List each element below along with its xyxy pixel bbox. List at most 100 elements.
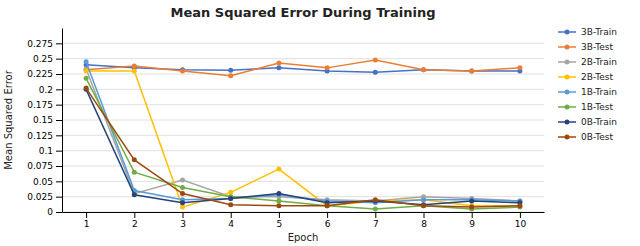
legend-marker	[565, 75, 570, 80]
y-tick-mark	[56, 151, 62, 152]
x-axis-title: Epoch	[288, 232, 319, 243]
y-tick-mark	[56, 166, 62, 167]
y-tick-label: 0.075	[27, 161, 53, 171]
legend-label: 3B-Test	[581, 42, 614, 52]
x-tick-label: 3	[180, 219, 186, 229]
x-tick: 8	[421, 212, 427, 229]
series-point	[276, 60, 281, 65]
grid-line	[62, 150, 544, 151]
series	[84, 62, 523, 74]
series-point	[421, 197, 426, 202]
series-point	[84, 76, 89, 81]
series-line	[86, 88, 520, 207]
x-tick: 6	[325, 212, 331, 229]
series-line	[86, 71, 520, 207]
grid-line	[62, 74, 544, 75]
y-tick-label: 0.275	[27, 39, 53, 49]
x-tick-label: 5	[277, 219, 283, 229]
series-point	[373, 197, 378, 202]
y-tick: 0.25	[33, 54, 62, 64]
y-tick: 0.125	[27, 131, 62, 141]
y-tick-mark	[56, 89, 62, 90]
x-tick: 9	[469, 212, 475, 229]
x-tick-mark	[279, 212, 280, 218]
series-point	[228, 196, 233, 201]
y-tick-label: 0.05	[33, 177, 53, 187]
x-tick-mark	[472, 212, 473, 218]
legend-item: 2B-Train	[558, 57, 617, 67]
x-tick-mark	[86, 212, 87, 218]
series	[84, 59, 523, 205]
series-point	[373, 57, 378, 62]
series-point	[469, 198, 474, 203]
grid-line	[62, 135, 544, 136]
x-tick-label: 9	[469, 219, 475, 229]
grid-line	[62, 120, 544, 121]
x-tick: 1	[84, 212, 90, 229]
series-point	[180, 205, 185, 210]
y-axis: 00.0250.050.0750.10.1250.150.1750.20.225…	[27, 29, 62, 218]
series-point	[132, 68, 137, 73]
legend-item: 0B-Train	[558, 117, 617, 127]
legend-marker	[565, 60, 570, 65]
y-tick-label: 0.225	[27, 69, 53, 79]
series-group	[84, 57, 523, 211]
legend-marker	[565, 30, 570, 35]
grid-line	[62, 89, 544, 90]
y-tick-mark	[56, 43, 62, 44]
series-point	[84, 68, 89, 73]
series-point	[373, 206, 378, 211]
legend-marker	[565, 135, 570, 140]
legend-marker	[565, 120, 570, 125]
y-tick-mark	[56, 120, 62, 121]
x-tick: 7	[373, 212, 379, 229]
series-point	[517, 65, 522, 70]
series-point	[421, 67, 426, 72]
x-tick-label: 7	[373, 219, 379, 229]
grid-line	[62, 58, 544, 59]
x-tick: 10	[515, 212, 527, 229]
series-line	[86, 78, 520, 209]
y-tick: 0.275	[27, 39, 62, 49]
series-point	[276, 191, 281, 196]
y-tick: 0.075	[27, 161, 62, 171]
y-tick-mark	[56, 135, 62, 136]
legend-label: 0B-Train	[581, 117, 617, 127]
x-tick-mark	[231, 212, 232, 218]
series-point	[517, 203, 522, 208]
series-point	[132, 192, 137, 197]
y-axis-title: Mean Squared Error	[3, 69, 14, 169]
series-point	[421, 197, 426, 202]
series-point	[180, 191, 185, 196]
y-tick-mark	[56, 74, 62, 75]
grid-line	[62, 43, 544, 44]
x-tick-label: 10	[515, 219, 527, 229]
plot-area: 1234567891000.0250.050.0750.10.1250.150.…	[27, 29, 544, 230]
y-tick-label: 0.025	[27, 192, 53, 202]
series-point	[276, 203, 281, 208]
y-tick: 0.05	[33, 177, 62, 187]
series-point	[373, 70, 378, 75]
grid-line	[62, 181, 544, 182]
x-tick: 4	[228, 212, 234, 229]
series	[84, 87, 523, 207]
series-point	[469, 68, 474, 73]
x-tick-label: 2	[132, 219, 138, 229]
series	[84, 67, 523, 204]
x-tick: 5	[277, 212, 283, 229]
series-point	[180, 200, 185, 205]
grid	[62, 43, 544, 212]
series-point	[84, 59, 89, 64]
legend-item: 0B-Test	[558, 132, 614, 142]
grid-line	[62, 166, 544, 167]
legend-marker	[565, 45, 570, 50]
y-tick-label: 0	[47, 207, 53, 217]
series-point	[228, 73, 233, 78]
grid-line	[62, 104, 544, 105]
series-point	[180, 178, 185, 183]
y-axis-line	[62, 29, 63, 213]
legend: 3B-Train3B-Test2B-Train2B-Test1B-Train1B…	[558, 27, 617, 142]
y-tick-label: 0.25	[33, 54, 53, 64]
y-tick-label: 0.2	[39, 85, 53, 95]
x-tick-mark	[134, 212, 135, 218]
